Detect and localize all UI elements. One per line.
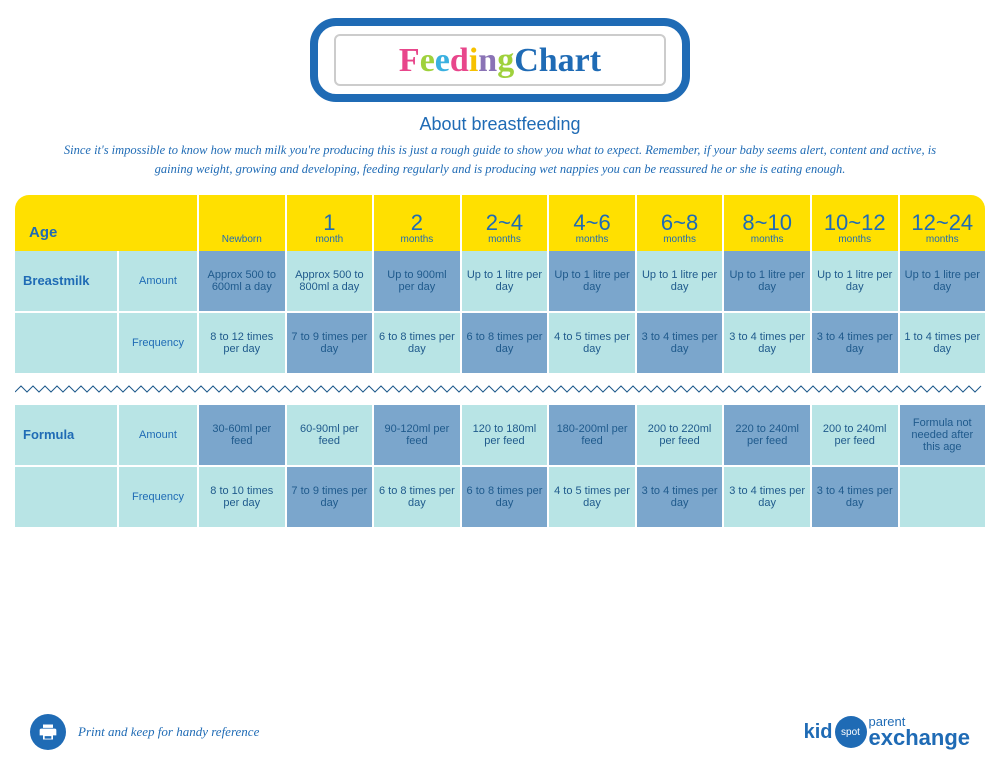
age-column-header: 2~4months	[462, 195, 550, 251]
print-text: Print and keep for handy reference	[78, 724, 259, 740]
value-cell: 7 to 9 times per day	[287, 313, 375, 375]
value-cell: Approx 500 to 600ml a day	[199, 251, 287, 313]
footer: Print and keep for handy reference kid s…	[0, 714, 1000, 750]
sublabel-cell: Frequency	[119, 313, 199, 375]
value-cell: 4 to 5 times per day	[549, 313, 637, 375]
value-cell: Up to 900ml per day	[374, 251, 462, 313]
value-cell: Formula not needed after this age	[900, 405, 986, 467]
value-cell: 3 to 4 times per day	[637, 313, 725, 375]
sublabel-cell: Amount	[119, 251, 199, 313]
category-cell: Formula	[15, 405, 119, 467]
page-title: Feeding Chart	[334, 34, 666, 86]
value-cell: 3 to 4 times per day	[812, 313, 900, 375]
value-cell: 6 to 8 times per day	[374, 467, 462, 529]
value-cell: Up to 1 litre per day	[812, 251, 900, 313]
feeding-chart: AgeNewborn1month2months2~4months4~6month…	[15, 195, 985, 529]
age-column-header: 12~24months	[900, 195, 986, 251]
value-cell: 60-90ml per feed	[287, 405, 375, 467]
age-column-header: 6~8months	[637, 195, 725, 251]
age-column-header: 1month	[287, 195, 375, 251]
value-cell: Up to 1 litre per day	[549, 251, 637, 313]
age-column-header: 2months	[374, 195, 462, 251]
intro-text: Since it's impossible to know how much m…	[0, 135, 1000, 179]
age-column-header: Newborn	[199, 195, 287, 251]
value-cell: 8 to 10 times per day	[199, 467, 287, 529]
value-cell: 3 to 4 times per day	[637, 467, 725, 529]
title-box: Feeding Chart	[310, 18, 690, 102]
value-cell: 3 to 4 times per day	[724, 313, 812, 375]
print-icon[interactable]	[30, 714, 66, 750]
value-cell: 6 to 8 times per day	[462, 313, 550, 375]
value-cell: 30-60ml per feed	[199, 405, 287, 467]
brand-logo: kid spot parent exchange	[804, 716, 970, 748]
value-cell: 180-200ml per feed	[549, 405, 637, 467]
category-cell	[15, 313, 119, 375]
value-cell: 220 to 240ml per feed	[724, 405, 812, 467]
category-cell: Breastmilk	[15, 251, 119, 313]
logo-kid: kid	[804, 721, 833, 744]
value-cell: 120 to 180ml per feed	[462, 405, 550, 467]
category-cell	[15, 467, 119, 529]
sublabel-cell: Amount	[119, 405, 199, 467]
value-cell: Up to 1 litre per day	[462, 251, 550, 313]
value-cell: 8 to 12 times per day	[199, 313, 287, 375]
sublabel-cell: Frequency	[119, 467, 199, 529]
value-cell: 4 to 5 times per day	[549, 467, 637, 529]
logo-spot: spot	[835, 716, 867, 748]
value-cell: 6 to 8 times per day	[462, 467, 550, 529]
age-column-header: 4~6months	[549, 195, 637, 251]
value-cell: 7 to 9 times per day	[287, 467, 375, 529]
age-header: Age	[15, 195, 199, 251]
value-cell: 6 to 8 times per day	[374, 313, 462, 375]
value-cell: 3 to 4 times per day	[812, 467, 900, 529]
value-cell: Approx 500 to 800ml a day	[287, 251, 375, 313]
subtitle: About breastfeeding	[0, 114, 1000, 135]
age-column-header: 8~10months	[724, 195, 812, 251]
value-cell	[900, 467, 986, 529]
wavy-divider	[15, 381, 985, 399]
value-cell: Up to 1 litre per day	[900, 251, 986, 313]
value-cell: Up to 1 litre per day	[724, 251, 812, 313]
logo-exchange: exchange	[869, 728, 971, 748]
value-cell: 90-120ml per feed	[374, 405, 462, 467]
value-cell: 200 to 240ml per feed	[812, 405, 900, 467]
value-cell: 1 to 4 times per day	[900, 313, 986, 375]
age-column-header: 10~12months	[812, 195, 900, 251]
value-cell: 3 to 4 times per day	[724, 467, 812, 529]
value-cell: 200 to 220ml per feed	[637, 405, 725, 467]
value-cell: Up to 1 litre per day	[637, 251, 725, 313]
